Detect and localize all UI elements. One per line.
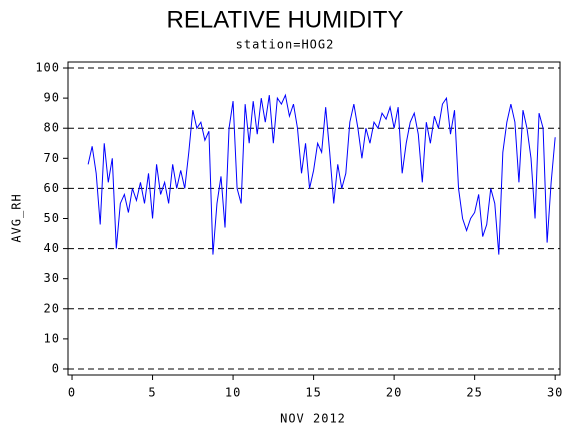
y-tick-label: 0 [52,361,60,375]
x-tick-label: 5 [148,386,156,400]
plot-frame [67,61,561,376]
y-tick-label: 50 [44,211,60,225]
chart-subtitle: station=HOG2 [236,38,335,52]
y-tick-label: 10 [44,331,60,345]
y-tick-label: 40 [44,241,60,255]
y-tick-label: 30 [44,271,60,285]
y-axis-label: AVG_RH [10,193,24,242]
y-tick-label: 100 [35,61,60,75]
x-axis-label: NOV 2012 [280,412,346,426]
y-tick-label: 80 [44,121,60,135]
y-tick-label: 70 [44,151,60,165]
chart-title: RELATIVE HUMIDITY [167,6,404,33]
x-tick-label: 10 [225,386,241,400]
y-tick-label: 20 [44,301,60,315]
x-tick-label: 30 [547,386,563,400]
x-tick-label: 15 [305,386,321,400]
x-tick-label: 20 [386,386,402,400]
y-tick-label: 60 [44,181,60,195]
x-tick-label: 25 [466,386,482,400]
x-tick-label: 0 [68,386,76,400]
y-tick-label: 90 [44,91,60,105]
data-line [87,93,556,255]
